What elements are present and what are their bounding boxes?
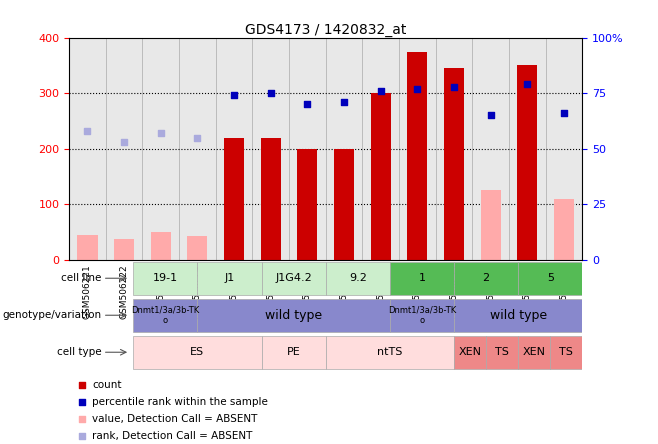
Text: 19-1: 19-1 (153, 273, 178, 283)
Point (77, 381, 87, 388)
Point (412, 85, 422, 92)
Bar (519, 262, 582, 295)
Text: count: count (92, 380, 122, 389)
Point (302, 101, 313, 108)
Bar (390, 298, 454, 332)
Bar (262, 262, 326, 295)
Text: cell type: cell type (57, 347, 101, 357)
Bar (480, 190, 501, 260)
Text: ES: ES (190, 347, 205, 357)
Text: wild type: wild type (265, 309, 322, 322)
Text: value, Detection Call = ABSENT: value, Detection Call = ABSENT (92, 414, 257, 424)
Point (82, 127, 93, 135)
Bar (326, 262, 390, 295)
Bar (133, 336, 262, 369)
Bar (297, 149, 317, 260)
Text: Dnmt1/3a/3b-TK
o: Dnmt1/3a/3b-TK o (388, 305, 456, 325)
Bar (370, 93, 391, 260)
Point (449, 83, 459, 90)
Point (522, 81, 532, 88)
Bar (519, 336, 550, 369)
Bar (197, 262, 262, 295)
Bar (444, 68, 464, 260)
Text: Dnmt1/3a/3b-TK
o: Dnmt1/3a/3b-TK o (131, 305, 199, 325)
Point (265, 90, 276, 97)
Bar (390, 262, 454, 295)
Bar (224, 138, 244, 260)
Point (77, 416, 87, 423)
Text: genotype/variation: genotype/variation (2, 310, 101, 320)
Text: wild type: wild type (490, 309, 547, 322)
Text: 2: 2 (482, 273, 490, 283)
Point (486, 112, 496, 119)
Text: TS: TS (495, 347, 509, 357)
Bar (151, 232, 171, 260)
Text: percentile rank within the sample: percentile rank within the sample (92, 396, 268, 407)
Point (339, 99, 349, 106)
Text: XEN: XEN (459, 347, 482, 357)
Point (559, 110, 569, 117)
Point (119, 139, 130, 146)
Bar (133, 262, 197, 295)
Point (155, 130, 166, 137)
Bar (326, 336, 454, 369)
Point (77, 432, 87, 440)
Bar (133, 298, 197, 332)
Point (376, 87, 386, 95)
Bar (486, 336, 519, 369)
Text: XEN: XEN (522, 347, 545, 357)
Bar (262, 336, 326, 369)
Point (192, 134, 203, 141)
Bar (261, 138, 281, 260)
Bar (454, 262, 519, 295)
Bar (197, 298, 390, 332)
Bar (407, 52, 428, 260)
Text: TS: TS (559, 347, 573, 357)
Text: 5: 5 (547, 273, 554, 283)
Bar (188, 236, 207, 260)
Bar (454, 336, 486, 369)
Text: rank, Detection Call = ABSENT: rank, Detection Call = ABSENT (92, 431, 253, 441)
Bar (334, 149, 354, 260)
Text: J1G4.2: J1G4.2 (275, 273, 312, 283)
Bar (78, 235, 97, 260)
Bar (554, 199, 574, 260)
Text: cell line: cell line (61, 273, 101, 283)
Bar (517, 66, 538, 260)
Text: 1: 1 (418, 273, 426, 283)
Point (77, 398, 87, 405)
Bar (114, 239, 134, 260)
Title: GDS4173 / 1420832_at: GDS4173 / 1420832_at (245, 23, 407, 37)
Bar (550, 336, 582, 369)
Point (229, 92, 240, 99)
Bar (454, 298, 582, 332)
Text: J1: J1 (224, 273, 235, 283)
Text: PE: PE (287, 347, 301, 357)
Text: 9.2: 9.2 (349, 273, 367, 283)
Text: ntTS: ntTS (377, 347, 403, 357)
